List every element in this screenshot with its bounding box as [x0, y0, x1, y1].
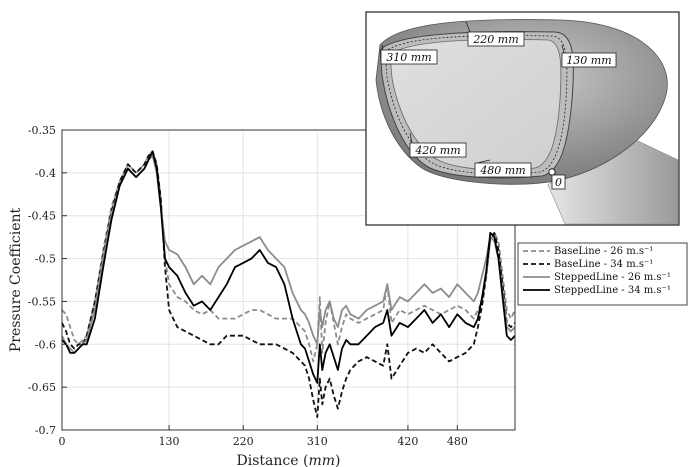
x-tick-label: 310	[307, 435, 328, 448]
inset-label-leader	[381, 44, 384, 51]
origin-marker	[548, 168, 556, 176]
inset-label-box	[409, 142, 467, 158]
inset-label-leader	[561, 44, 565, 54]
series-line-0	[61, 150, 516, 363]
inset-label: 130 mm	[566, 54, 611, 67]
y-tick-label: -0.7	[35, 424, 56, 437]
legend-box	[517, 242, 688, 306]
inset-label-box	[561, 52, 617, 68]
inset-label: 420 mm	[414, 144, 460, 157]
x-tick-label: 130	[159, 435, 180, 448]
inset-label-leader	[465, 21, 471, 33]
axes-frame	[61, 129, 516, 431]
inset-label-box	[474, 162, 532, 178]
inset-label-box	[380, 49, 438, 65]
y-tick-label: -0.6	[35, 338, 56, 351]
inset-label: 310 mm	[386, 51, 431, 64]
y-tick-label: -0.45	[28, 210, 56, 223]
legend-entry: SteppedLine - 34 m.s⁻¹	[554, 285, 671, 296]
x-tick-label: 420	[397, 435, 418, 448]
y-tick-label: -0.35	[28, 124, 56, 137]
x-tick-label: 0	[59, 435, 66, 448]
legend: BaseLine - 26 m.s⁻¹ BaseLine - 34 m.s⁻¹ St…	[517, 242, 688, 306]
y-tick-label: -0.65	[28, 381, 56, 394]
inset-label-box	[467, 31, 525, 47]
y-axis-label: Pressure Coefficient	[8, 207, 24, 352]
series-line-3	[61, 150, 516, 384]
x-axis-label: Distance (mm)	[237, 453, 341, 467]
y-tick-label: -0.5	[35, 253, 56, 266]
inset-label-leader	[409, 132, 413, 144]
x-tick-label: 220	[233, 435, 254, 448]
legend-entry: SteppedLine - 26 m.s⁻¹	[554, 272, 671, 283]
inset-label-leader	[476, 159, 491, 164]
legend-entry: BaseLine - 26 m.s⁻¹	[554, 246, 653, 257]
inset-label: 220 mm	[472, 33, 518, 46]
series-line-1	[61, 150, 516, 419]
legend-entry: BaseLine - 34 m.s⁻¹	[554, 259, 653, 270]
inset-label-box	[551, 174, 566, 190]
y-tick-label: -0.4	[35, 167, 56, 180]
x-tick-label: 480	[447, 435, 468, 448]
inset-image: 220 mm 310 mm 130 mm 420 mm 480 mm 0	[365, 11, 680, 226]
y-tick-label: -0.55	[28, 295, 56, 308]
inset-label: 0	[555, 176, 562, 189]
inset-label: 480 mm	[479, 164, 525, 177]
